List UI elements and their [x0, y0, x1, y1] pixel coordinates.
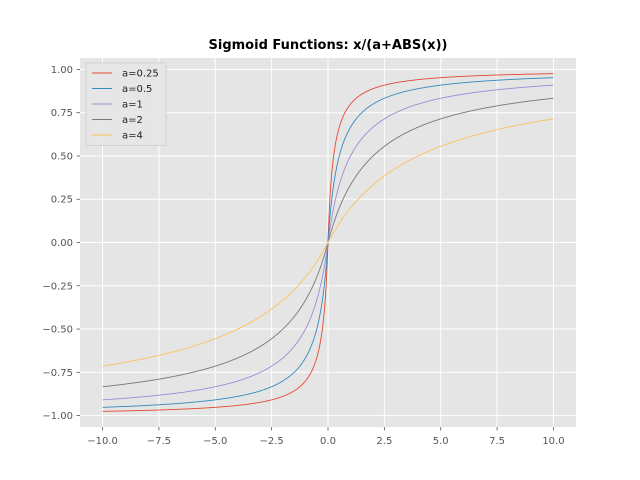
- series-layer: [102, 73, 554, 412]
- x-tick-label: 5.0: [433, 436, 449, 447]
- legend-box: [85, 62, 167, 146]
- y-axis-ticks: −1.00 −0.75 −0.50 −0.25 0.00 0.25 0.50 0.75 1.00: [42, 65, 80, 422]
- chart-title: Sigmoid Functions: x/(a+ABS(x)): [209, 38, 448, 53]
- legend-label: a=4: [122, 131, 143, 142]
- legend-label: a=0.5: [122, 84, 152, 95]
- x-tick-label: 2.5: [376, 436, 392, 447]
- y-tick-label: −1.00: [42, 411, 73, 422]
- x-tick-label: −7.5: [147, 436, 171, 447]
- x-tick-label: −10.0: [87, 436, 118, 447]
- legend-label: a=0.25: [122, 69, 159, 80]
- y-tick-label: 0.50: [51, 151, 73, 162]
- y-tick-label: 0.75: [51, 108, 73, 119]
- y-tick-label: 0.00: [51, 238, 73, 249]
- legend-label: a=2: [122, 115, 143, 126]
- y-tick-label: 1.00: [51, 65, 73, 76]
- x-tick-label: 10.0: [542, 436, 564, 447]
- x-axis-ticks: −10.0 −7.5 −5.0 −2.5 0.0 2.5 5.0 7.5 10.0: [87, 427, 565, 447]
- y-tick-label: −0.75: [42, 368, 73, 379]
- x-tick-label: 7.5: [489, 436, 505, 447]
- y-tick-label: 0.25: [51, 195, 73, 206]
- x-tick-label: −2.5: [259, 436, 283, 447]
- x-tick-label: 0.0: [320, 436, 336, 447]
- series-line-a=4: [102, 118, 554, 367]
- x-tick-label: −5.0: [203, 436, 227, 447]
- y-tick-label: −0.50: [42, 325, 73, 336]
- y-tick-label: −0.25: [42, 281, 73, 292]
- legend: a=0.25 a=0.5 a=1 a=2 a=4: [85, 62, 167, 146]
- legend-label: a=1: [122, 100, 143, 111]
